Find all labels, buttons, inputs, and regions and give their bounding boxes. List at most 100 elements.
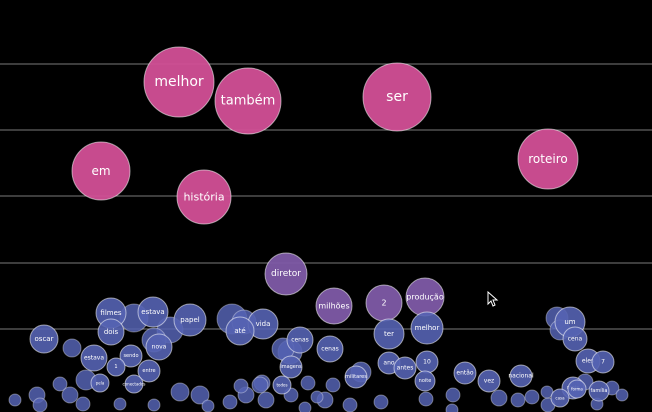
bubble-ser[interactable]: ser [362,62,432,132]
bubble[interactable] [373,394,389,410]
bubble-até[interactable]: até [225,316,255,346]
bubble[interactable] [342,397,358,412]
bubble[interactable] [310,390,324,404]
bubble-também[interactable]: também [214,67,282,135]
bubble[interactable] [510,392,526,408]
bubble-circle[interactable] [344,365,368,389]
bubble-circle[interactable] [145,333,173,361]
bubble-circle[interactable] [214,67,282,135]
bubble[interactable] [113,397,127,411]
bubble-diretor[interactable]: diretor [264,252,308,296]
bubble-circle[interactable] [588,380,610,402]
bubble[interactable] [233,378,249,394]
bubble[interactable] [300,375,316,391]
bubble[interactable] [257,391,275,409]
bubble-circle[interactable] [279,355,303,379]
bubble-pela[interactable]: pela [90,373,110,393]
bubble[interactable] [445,403,459,412]
bubble-circle[interactable] [453,361,477,385]
bubble-circle[interactable] [591,350,615,374]
bubble-circle[interactable] [137,359,161,383]
bubble-circle[interactable] [143,46,215,118]
bubble[interactable] [325,377,341,393]
bubble-circle[interactable] [393,356,417,380]
bubble[interactable] [298,401,312,412]
bubble-circle[interactable] [97,318,125,346]
bubble-melhor[interactable]: melhor [410,311,444,345]
bubble-cenas[interactable]: cenas [286,326,314,354]
bubble[interactable] [62,338,82,358]
bubble-circle[interactable] [316,335,344,363]
bubble[interactable] [615,388,629,402]
bubble-circle[interactable] [410,311,444,345]
bubble-sendo[interactable]: sendo [119,344,143,368]
bubble-casa[interactable]: casa [550,388,570,408]
bubble-circle[interactable] [414,370,436,392]
bubble-vez[interactable]: vez [477,369,501,393]
bubble-cenas[interactable]: cenas [316,335,344,363]
bubble-militares[interactable]: militares [344,365,368,389]
bubble-então[interactable]: então [453,361,477,385]
bubble-circle[interactable] [106,357,126,377]
bubble-circle[interactable] [80,344,108,372]
bubble-circle[interactable] [272,375,292,395]
bubble-melhor[interactable]: melhor [143,46,215,118]
bubble-circle[interactable] [119,344,143,368]
bubble-2[interactable]: 2 [365,284,403,322]
bubble-em[interactable]: em [71,141,131,201]
bubble-todos[interactable]: todos [272,375,292,395]
bubble-circle[interactable] [567,379,587,399]
bubble-circle[interactable] [173,303,207,337]
bubble-papel[interactable]: papel [173,303,207,337]
bubble-nova[interactable]: nova [145,333,173,361]
bubble-circle[interactable] [286,326,314,354]
bubble[interactable] [170,382,190,402]
bubble-circle[interactable] [550,388,570,408]
bubble-filmes[interactable]: filmes [95,297,127,329]
bubble[interactable] [445,387,461,403]
bubble[interactable] [75,396,91,412]
bubble-nacional[interactable]: nacional [508,364,534,388]
bubble-família[interactable]: família [588,380,610,402]
bubble-circle[interactable] [477,369,501,393]
bubble[interactable] [201,399,215,412]
bubble-circle[interactable] [562,326,588,352]
bubble-circle[interactable] [264,252,308,296]
bubble-estava[interactable]: estava [80,344,108,372]
bubble-vida[interactable]: vida [247,308,279,340]
bubble-1[interactable]: 1 [106,357,126,377]
bubble-produção[interactable]: produção [405,277,445,317]
bubble-noite[interactable]: noite [414,370,436,392]
bubble[interactable] [147,398,161,412]
bubble-circle[interactable] [315,287,353,325]
bubble-imagens[interactable]: imagens [279,355,303,379]
bubble[interactable] [190,385,210,405]
bubble[interactable] [52,376,68,392]
bubble-milhões[interactable]: milhões [315,287,353,325]
bubble-circle[interactable] [90,373,110,393]
bubble[interactable] [418,391,434,407]
bubble-ter[interactable]: ter [373,318,405,350]
bubble-circle[interactable] [124,374,144,394]
bubble-circle[interactable] [176,169,232,225]
bubble[interactable] [524,389,540,405]
bubble-10[interactable]: 10 [415,350,439,374]
bubble-circle[interactable] [29,324,59,354]
bubble-7[interactable]: 7 [591,350,615,374]
bubble-roteiro[interactable]: roteiro [517,128,579,190]
bubble-conectados[interactable]: conectados [123,374,146,394]
bubble-estava[interactable]: estava [137,296,169,328]
bubble-forma[interactable]: forma [567,379,587,399]
bubble-circle[interactable] [71,141,131,201]
bubble-história[interactable]: história [176,169,232,225]
bubble-circle[interactable] [373,318,405,350]
bubble[interactable] [32,397,48,412]
bubble[interactable] [8,393,22,407]
bubble-circle[interactable] [137,296,169,328]
bubble-circle[interactable] [362,62,432,132]
bubble-oscar[interactable]: oscar [29,324,59,354]
bubble-dois[interactable]: dois [97,318,125,346]
bubble[interactable] [490,389,508,407]
bubble-antes[interactable]: antes [393,356,417,380]
bubble-circle[interactable] [517,128,579,190]
